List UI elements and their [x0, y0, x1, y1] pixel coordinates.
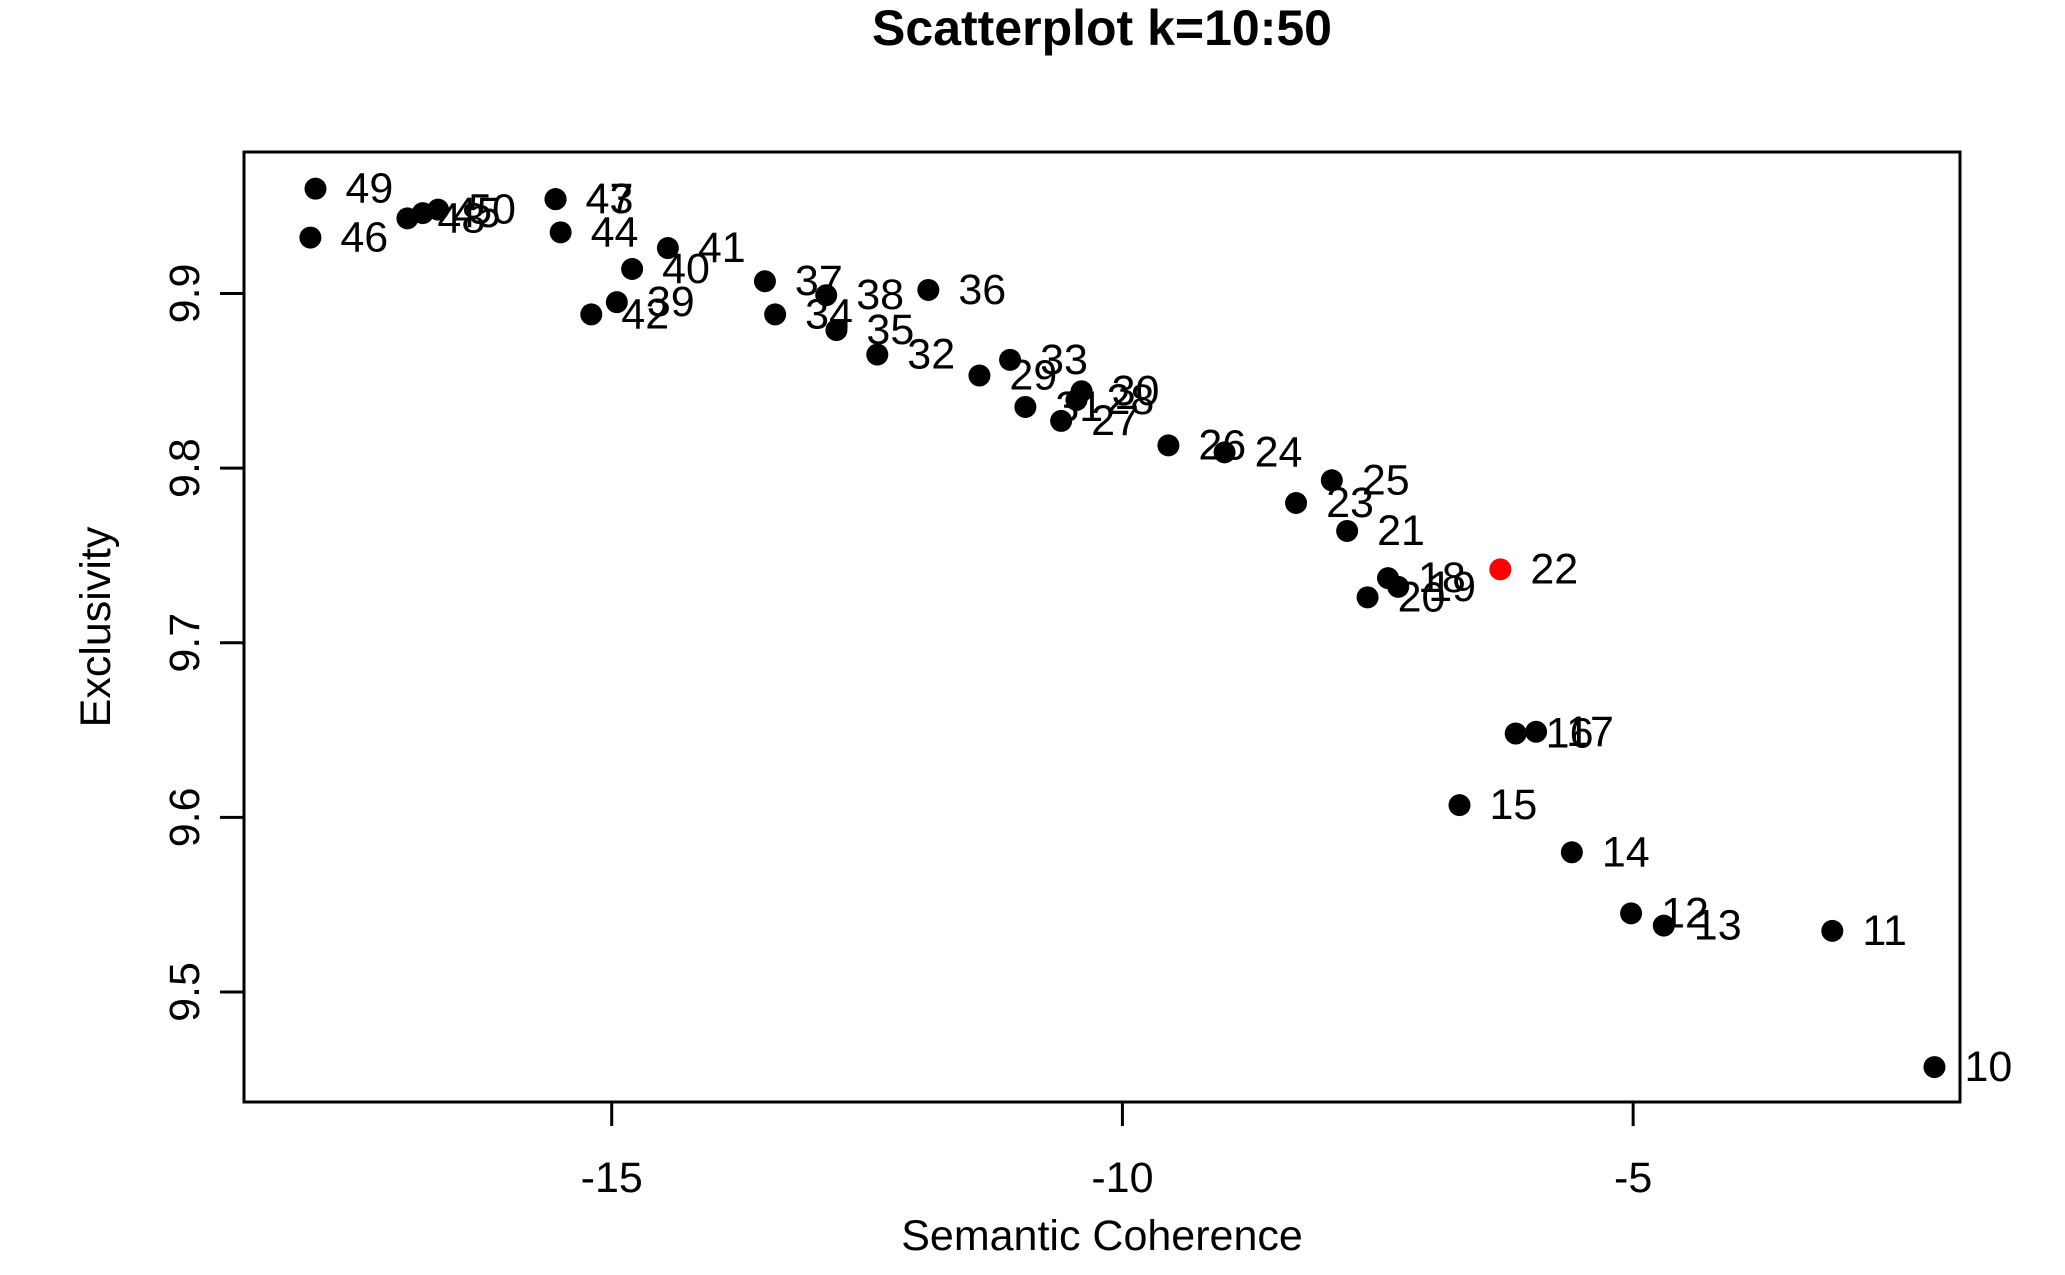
y-tick-label: 9.9 — [161, 264, 209, 324]
data-point-labels: 1011121314151617181920212223242526272829… — [340, 165, 2012, 1091]
data-point-label: 19 — [1428, 563, 1476, 611]
data-point — [1821, 919, 1844, 942]
y-tick-label: 9.5 — [161, 962, 209, 1022]
data-point-label: 15 — [1490, 781, 1538, 829]
plot-area-frame — [242, 150, 1962, 1104]
data-point — [1050, 409, 1073, 432]
data-point — [1213, 441, 1236, 464]
data-point — [1923, 1056, 1946, 1079]
highlighted-data-point — [1489, 558, 1512, 581]
data-point-label: 33 — [1040, 336, 1088, 384]
data-point — [605, 291, 628, 314]
data-point-label: 31 — [1055, 383, 1103, 431]
data-point — [396, 207, 419, 230]
data-point-label: 43 — [586, 175, 634, 223]
data-point-label: 20 — [1398, 573, 1446, 621]
data-point — [968, 364, 991, 387]
data-point — [917, 278, 940, 301]
data-point-label: 38 — [856, 271, 904, 319]
data-point — [544, 188, 567, 211]
data-point — [1525, 720, 1548, 743]
data-point — [1157, 434, 1180, 457]
data-point-label: 32 — [907, 331, 955, 379]
data-point-label: 44 — [591, 208, 639, 256]
data-point-label: 25 — [1362, 456, 1410, 504]
data-point — [1336, 519, 1359, 542]
data-point — [764, 303, 787, 326]
data-point-label: 10 — [1964, 1043, 2012, 1091]
y-tick-label: 9.7 — [161, 613, 209, 673]
chart-title: Scatterplot k=10:50 — [872, 0, 1332, 56]
data-point-label: 22 — [1530, 545, 1578, 593]
data-point-label: 50 — [468, 186, 516, 234]
data-point-label: 11 — [1862, 907, 1907, 955]
data-point-label: 46 — [340, 214, 388, 262]
y-axis-label: Exclusivity — [72, 526, 120, 727]
data-point — [1356, 586, 1379, 609]
data-point — [304, 177, 327, 200]
data-point-label: 37 — [795, 257, 843, 305]
data-point-label: 16 — [1546, 710, 1594, 758]
x-axis: -15 -10 -5 — [581, 1100, 1652, 1202]
data-point-label: 49 — [346, 165, 394, 213]
data-point — [549, 221, 572, 244]
data-point-label: 13 — [1694, 902, 1742, 950]
data-point-label: 28 — [1106, 376, 1154, 424]
data-point — [1014, 395, 1037, 418]
data-point — [1070, 380, 1093, 403]
data-point — [1387, 575, 1410, 598]
data-point-label: 35 — [866, 306, 914, 354]
data-point — [1560, 841, 1583, 864]
data-point — [825, 319, 848, 342]
data-point-label: 27 — [1091, 397, 1139, 445]
data-point — [815, 284, 838, 307]
data-point — [1620, 902, 1643, 925]
x-tick-label: -5 — [1614, 1154, 1652, 1202]
data-point — [1320, 469, 1343, 492]
data-point-label: 23 — [1326, 479, 1374, 527]
y-axis: 9.5 9.6 9.7 9.8 9.9 — [161, 264, 246, 1022]
data-point — [753, 270, 776, 293]
data-point-label: 41 — [698, 224, 746, 272]
data-point-label: 30 — [1112, 367, 1160, 415]
x-axis-label: Semantic Coherence — [901, 1212, 1303, 1260]
data-point — [299, 226, 322, 249]
y-tick-label: 9.6 — [161, 787, 209, 847]
data-point — [1652, 914, 1675, 937]
data-point — [580, 303, 603, 326]
data-point — [1504, 722, 1527, 745]
data-point-label: 36 — [958, 266, 1006, 314]
x-tick-label: -10 — [1091, 1154, 1153, 1202]
data-point-label: 34 — [805, 290, 853, 338]
data-point — [999, 348, 1022, 371]
data-point-label: 29 — [1009, 352, 1057, 400]
data-point-label: 14 — [1602, 828, 1650, 876]
data-point-label: 26 — [1198, 421, 1246, 469]
data-point-label: 18 — [1418, 554, 1466, 602]
data-point — [1448, 794, 1471, 817]
data-point-label: 45 — [453, 189, 501, 237]
data-point-label: 21 — [1377, 507, 1425, 555]
data-point-label: 47 — [586, 175, 634, 223]
data-points — [299, 177, 1946, 1079]
data-point-label: 42 — [621, 290, 669, 338]
data-point — [621, 258, 644, 281]
data-point-label: 24 — [1255, 428, 1303, 476]
data-point-label: 40 — [662, 245, 710, 293]
data-point-label: 17 — [1566, 708, 1614, 756]
data-point-label: 48 — [437, 194, 485, 242]
x-tick-label: -15 — [581, 1154, 643, 1202]
data-point-label: 39 — [647, 278, 695, 326]
data-point — [1285, 492, 1308, 515]
data-point-label: 12 — [1661, 889, 1709, 937]
data-point — [866, 343, 889, 366]
data-point — [427, 198, 450, 221]
y-tick-label: 9.8 — [161, 438, 209, 498]
data-point — [656, 237, 679, 260]
